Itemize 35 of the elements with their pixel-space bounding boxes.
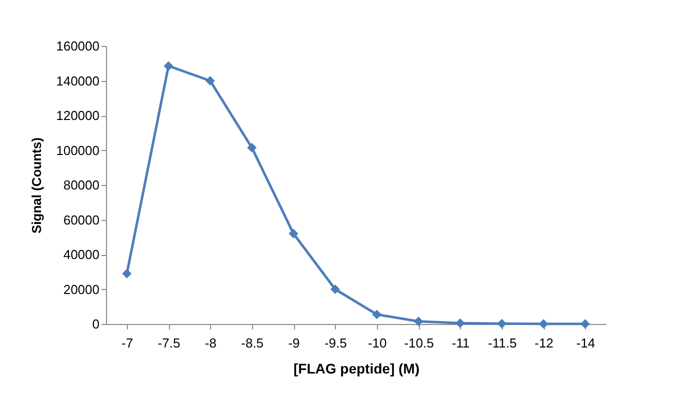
y-tick-label: 0 bbox=[92, 316, 100, 332]
x-tick-label: -7 bbox=[122, 336, 134, 350]
x-tick-label: -7.5 bbox=[158, 336, 180, 350]
point bbox=[164, 61, 174, 71]
point bbox=[330, 284, 340, 294]
point bbox=[122, 268, 132, 278]
point bbox=[288, 228, 298, 238]
x-tick-label: -11.5 bbox=[488, 336, 517, 350]
y-axis-title: Signal (Counts) bbox=[29, 137, 44, 234]
y-tick-label: 20000 bbox=[63, 282, 100, 297]
y-tick-label: 100000 bbox=[56, 142, 100, 158]
point bbox=[372, 310, 382, 320]
x-tick-label: -11 bbox=[452, 336, 470, 350]
x-tick-label: -9 bbox=[288, 336, 300, 350]
y-tick-label: 140000 bbox=[56, 73, 100, 88]
point bbox=[205, 76, 215, 86]
point bbox=[497, 318, 507, 328]
y-tick-label: 120000 bbox=[56, 108, 100, 123]
point bbox=[247, 142, 257, 152]
x-tick-label: -12 bbox=[534, 336, 554, 350]
y-tick-label: 160000 bbox=[56, 38, 100, 54]
y-tick-label: 40000 bbox=[63, 247, 100, 262]
point bbox=[455, 318, 465, 328]
x-tick-label: -9.5 bbox=[324, 336, 347, 350]
x-tick-label: -10 bbox=[368, 336, 387, 350]
x-tick-label: -10.5 bbox=[404, 336, 434, 350]
x-axis-title: [FLAG peptide] (M) bbox=[294, 360, 420, 376]
point bbox=[414, 316, 424, 326]
y-tick-label: 60000 bbox=[63, 212, 100, 228]
y-tick-label: 80000 bbox=[63, 178, 100, 192]
point bbox=[580, 319, 590, 329]
x-tick-label: -8 bbox=[204, 336, 216, 350]
x-tick-label: -14 bbox=[576, 336, 596, 350]
point bbox=[538, 319, 548, 329]
x-tick-label: -8.5 bbox=[241, 336, 264, 350]
